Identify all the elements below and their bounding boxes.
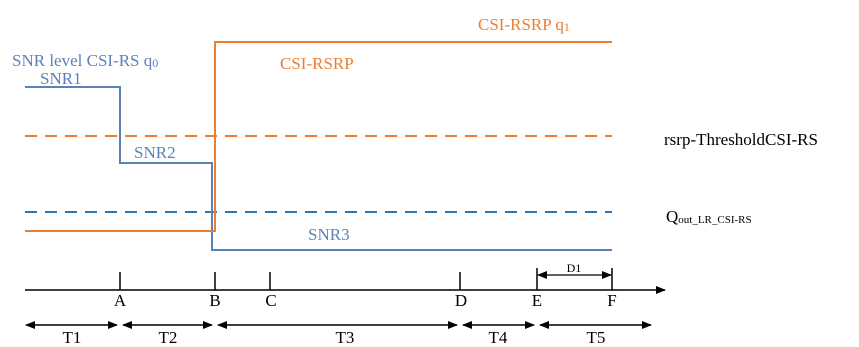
csi-rsrp-title: CSI-RSRP q1: [478, 15, 570, 34]
point-a-label: A: [114, 291, 127, 310]
qout-threshold-label: Qout_LR_CSI-RS: [666, 207, 752, 226]
point-b-label: B: [209, 291, 220, 310]
interval-t2-label: T2: [159, 328, 178, 347]
snr3-label: SNR3: [308, 225, 350, 244]
snr-level-title: SNR level CSI-RS q0: [12, 51, 158, 70]
d1-label: D1: [567, 261, 582, 275]
interval-t4-label: T4: [489, 328, 508, 347]
interval-t3-label: T3: [336, 328, 355, 347]
interval-t5-label: T5: [587, 328, 606, 347]
rsrp-curve: [25, 41, 612, 232]
point-f-label: F: [607, 291, 616, 310]
csi-rsrp-curve-label: CSI-RSRP: [280, 54, 354, 73]
snr1-label: SNR1: [40, 69, 82, 88]
interval-t1-label: T1: [63, 328, 82, 347]
snr-curve: [25, 86, 612, 251]
snr2-label: SNR2: [134, 143, 176, 162]
point-d-label: D: [455, 291, 467, 310]
rsrp-threshold-label: rsrp-ThresholdCSI-RS: [664, 130, 818, 149]
point-c-label: C: [265, 291, 276, 310]
point-e-label: E: [532, 291, 542, 310]
